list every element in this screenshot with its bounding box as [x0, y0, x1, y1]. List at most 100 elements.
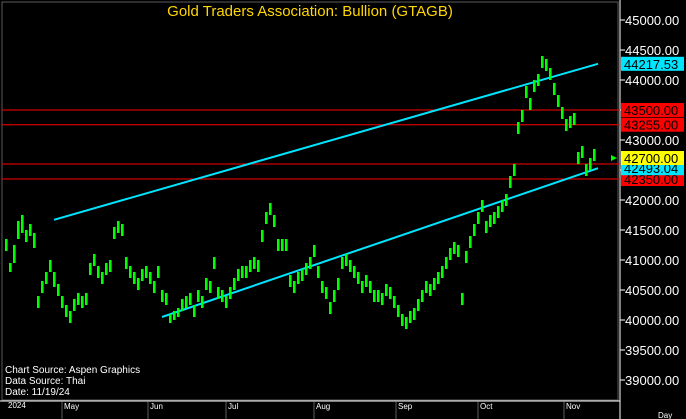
price-bar	[241, 266, 244, 278]
y-tick-label: 45000.00	[625, 13, 679, 28]
price-bar	[473, 224, 476, 236]
last-price-tag: 42700.00	[624, 151, 678, 166]
price-bar	[305, 263, 308, 275]
price-bar	[213, 257, 216, 269]
y-tick-label: 41000.00	[625, 253, 679, 268]
price-bar	[69, 311, 72, 323]
price-bar	[5, 239, 8, 251]
price-bar	[233, 278, 236, 290]
price-bar	[113, 227, 116, 239]
trendline	[53, 62, 599, 221]
x-unit-label: Day	[658, 411, 672, 419]
price-bar	[101, 272, 104, 284]
price-bar	[277, 239, 280, 251]
price-bar	[225, 296, 228, 308]
price-bar	[289, 275, 292, 287]
price-bar	[53, 272, 56, 287]
level-value-tag: 42350.00	[624, 172, 678, 187]
price-bar	[541, 56, 544, 68]
price-bar	[417, 299, 420, 311]
price-bar	[353, 266, 356, 278]
price-bar	[261, 230, 264, 242]
price-bar	[361, 281, 364, 293]
price-bar	[585, 164, 588, 176]
price-bar	[9, 263, 12, 272]
price-bar	[493, 212, 496, 224]
price-bar	[509, 176, 512, 188]
price-bar	[381, 293, 384, 305]
price-bar	[109, 260, 112, 272]
price-bar	[345, 254, 348, 266]
price-bar	[569, 116, 572, 128]
price-bar	[45, 272, 48, 284]
date-text: Date: 11/19/24	[5, 387, 70, 398]
price-bar	[425, 281, 428, 293]
price-bar	[545, 59, 548, 71]
price-bar	[201, 296, 204, 308]
x-tick-label: May	[64, 402, 79, 411]
price-bar	[181, 299, 184, 311]
price-bar	[237, 269, 240, 281]
level-value-tag-bg	[621, 103, 684, 117]
trendline-value-tag: 44217.53	[624, 57, 678, 72]
price-bar	[325, 287, 328, 299]
price-bar	[297, 272, 300, 284]
price-bar	[133, 272, 136, 284]
price-bar	[313, 245, 316, 257]
x-year-label: 2024	[8, 401, 26, 410]
price-bar	[177, 308, 180, 317]
price-bar	[573, 113, 576, 125]
price-bar	[57, 284, 60, 296]
price-bar	[429, 284, 432, 296]
y-tick-label: 40500.00	[625, 283, 679, 298]
price-bar	[517, 122, 520, 134]
price-bar	[477, 212, 480, 224]
level-value-tag-bg	[621, 117, 684, 132]
level-value-tag: 43500.00	[624, 103, 678, 118]
price-bar	[161, 290, 164, 302]
chart-source-text: Chart Source: Aspen Graphics	[5, 365, 140, 376]
price-bar	[577, 152, 580, 164]
price-bar	[281, 239, 284, 251]
price-bar	[169, 314, 172, 323]
price-bar	[93, 254, 96, 266]
price-bar	[249, 260, 252, 272]
price-bar	[217, 287, 220, 299]
price-bar	[293, 281, 296, 293]
price-bar	[273, 215, 276, 227]
price-bar	[513, 164, 516, 176]
price-bar	[401, 314, 404, 326]
price-bar	[173, 311, 176, 320]
price-bar	[89, 263, 92, 275]
price-bar	[413, 308, 416, 320]
x-tick-label: Aug	[316, 402, 330, 411]
price-bar	[553, 83, 556, 95]
price-bar	[397, 305, 400, 317]
price-bar	[197, 290, 200, 302]
x-tick-label: Nov	[566, 402, 580, 411]
price-bar	[393, 296, 396, 308]
y-tick-label: 44000.00	[625, 73, 679, 88]
price-bar	[13, 245, 16, 263]
price-bar	[565, 119, 568, 131]
price-bar	[17, 221, 20, 239]
price-bar	[501, 200, 504, 212]
price-bar	[85, 293, 88, 305]
price-bar	[229, 287, 232, 299]
price-bar	[145, 266, 148, 278]
price-bar	[185, 296, 188, 308]
price-bar	[465, 251, 468, 263]
price-bar	[525, 86, 528, 98]
x-tick-label: Jun	[150, 402, 163, 411]
y-tick-label: 42000.00	[625, 193, 679, 208]
price-bar	[125, 257, 128, 269]
trendline	[161, 167, 599, 318]
trendline-value-tag-bg	[621, 56, 684, 71]
price-bar	[557, 95, 560, 107]
price-bar	[537, 74, 540, 86]
price-bar	[269, 203, 272, 215]
price-bar	[437, 272, 440, 284]
price-bar	[329, 302, 332, 314]
price-bar	[97, 266, 100, 278]
